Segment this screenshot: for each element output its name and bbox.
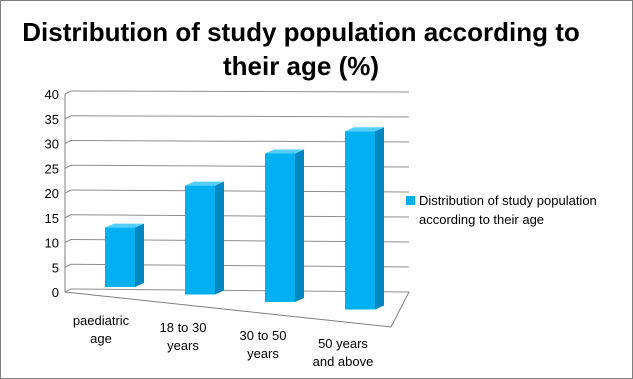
floor-edge — [390, 291, 410, 328]
chart-title: Distribution of study population accordi… — [22, 17, 580, 81]
bar-top — [345, 127, 384, 132]
bar — [105, 227, 135, 287]
y-tick-label: 35 — [45, 112, 59, 127]
y-tick-label: 20 — [45, 186, 59, 201]
y-tick-label: 5 — [52, 260, 59, 275]
y-tick-label: 40 — [45, 87, 59, 102]
x-tick-label: 50 years — [318, 336, 368, 351]
gridline-left — [64, 288, 72, 293]
y-tick-label: 10 — [45, 236, 59, 251]
legend-swatch — [406, 196, 415, 205]
gridline-left — [64, 140, 72, 144]
gridline — [70, 90, 410, 93]
x-tick-label: 30 to 50 — [240, 328, 287, 343]
bar — [345, 131, 375, 310]
gridline — [70, 115, 410, 118]
gridline-left — [64, 263, 72, 268]
bar — [185, 185, 215, 295]
x-tick-label: years — [247, 346, 279, 361]
y-tick-label: 30 — [45, 137, 59, 152]
gridline-left — [64, 214, 72, 219]
bar-top — [265, 149, 304, 154]
y-tick-label: 25 — [45, 161, 59, 176]
bar-side — [215, 181, 224, 295]
gridline-left — [64, 164, 72, 169]
gridline-left — [64, 239, 72, 243]
legend-label: according to their age — [419, 212, 544, 227]
bar — [265, 153, 295, 302]
y-tick-label: 0 — [52, 285, 59, 300]
bar-side — [375, 127, 384, 310]
gridline-left — [64, 90, 72, 95]
bar-side — [135, 223, 144, 287]
x-tick-label: 18 to 30 — [160, 320, 207, 335]
y-tick-label: 15 — [45, 211, 59, 226]
bar-top — [185, 181, 224, 186]
gridline-left — [64, 115, 72, 120]
x-axis — [64, 291, 392, 328]
x-tick-label: and above — [313, 354, 374, 369]
x-tick-label: age — [90, 331, 112, 346]
bar-side — [295, 149, 304, 302]
x-tick-label: paediatric — [73, 313, 130, 328]
legend-label: Distribution of study population — [419, 193, 597, 208]
gridline-left — [64, 189, 72, 194]
x-tick-label: years — [167, 338, 199, 353]
bar-top — [105, 223, 144, 228]
